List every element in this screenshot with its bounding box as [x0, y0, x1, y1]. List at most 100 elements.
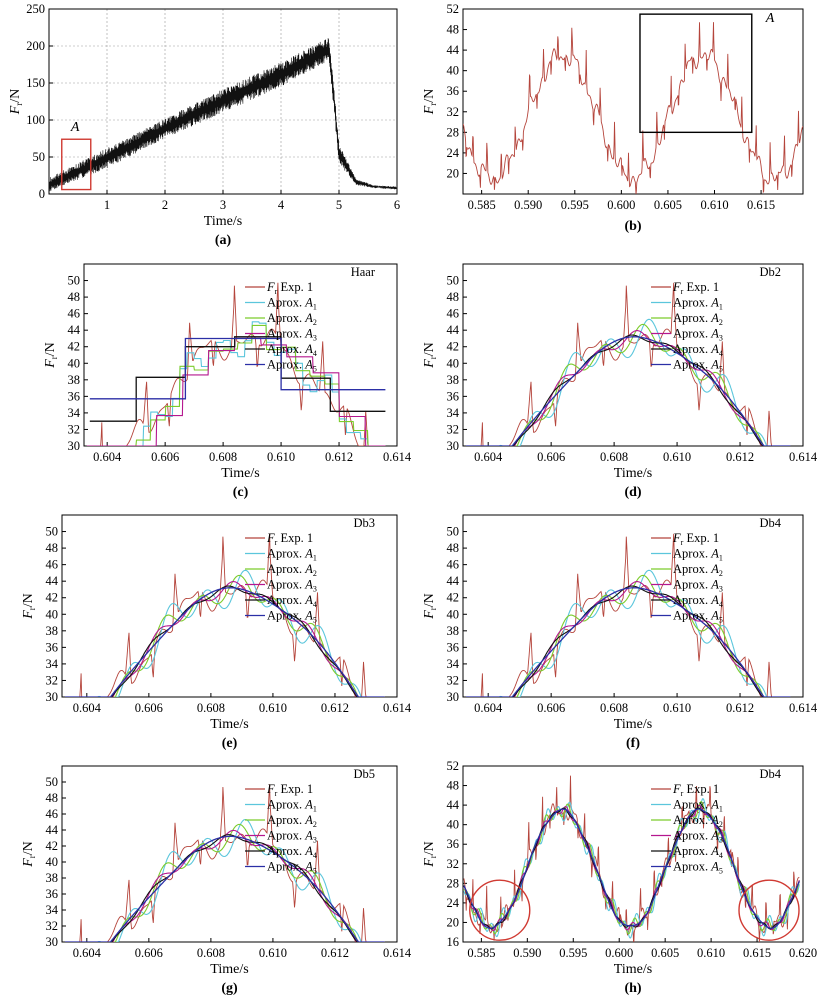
plot-frame: [462, 765, 804, 943]
y-tick-label: 44: [447, 43, 460, 57]
x-tick-label: 0.610: [697, 946, 725, 960]
highlight-circle: [469, 879, 531, 941]
y-tick-label: 30: [447, 690, 460, 704]
y-tick-label: 48: [447, 290, 460, 304]
y-tick-label: 42: [68, 340, 81, 354]
legend-label-A5: Aprox. A5: [267, 609, 317, 625]
series-A1: [466, 318, 791, 446]
y-tick-label: 100: [26, 113, 45, 127]
panel-caption: (g): [221, 981, 238, 996]
x-tick-label: 0.614: [383, 701, 412, 715]
x-tick-label: 0.604: [73, 701, 102, 715]
highlight-box: [639, 13, 753, 134]
y-tick-label: 30: [68, 439, 81, 453]
legend-label-A4: Aprox. A4: [267, 844, 317, 860]
x-tick-label: 0.610: [663, 450, 691, 464]
panel-caption: (a): [215, 233, 232, 248]
y-axis-label: Fr/N: [422, 89, 438, 116]
y-axis-label: Fr/N: [8, 89, 24, 116]
series-A5: [463, 808, 800, 929]
y-axis-label: Fr/N: [21, 593, 37, 620]
x-tick-label: 0.606: [135, 701, 163, 715]
x-tick-label: 0.585: [468, 198, 496, 212]
series-A2: [463, 801, 800, 935]
y-tick-label: 50: [46, 525, 59, 539]
y-tick-label: 44: [447, 323, 460, 337]
y-tick-label: 40: [447, 607, 460, 621]
y-tick-label: 40: [447, 64, 460, 78]
legend-label-A2: Aprox. A2: [267, 813, 317, 829]
series-A4: [466, 585, 791, 697]
series-A4: [89, 336, 386, 422]
legend-label-A5: Aprox. A5: [673, 860, 723, 876]
series-A2: [65, 823, 385, 942]
plot-frame: [462, 263, 804, 447]
series-A5: [466, 587, 791, 697]
y-tick-label: 34: [447, 406, 460, 420]
x-axis-label: Time/s: [221, 466, 259, 481]
y-tick-label: 36: [46, 640, 59, 654]
y-tick-label: 46: [46, 558, 59, 572]
y-tick-label: 36: [447, 640, 460, 654]
legend-label-A1: Aprox. A1: [673, 547, 723, 563]
legend-label-exp: Fr Exp. 1: [672, 531, 719, 547]
y-tick-label: 38: [447, 373, 460, 387]
x-tick-label: 0.615: [747, 198, 775, 212]
x-tick-label: 0.610: [663, 701, 691, 715]
y-tick-label: 32: [447, 857, 460, 871]
series-exp: [65, 784, 385, 942]
series-A3: [463, 804, 800, 932]
series-A2: [65, 574, 385, 697]
y-tick-label: 30: [46, 935, 59, 949]
y-tick-label: 36: [46, 887, 59, 901]
panel-caption: (d): [624, 485, 641, 500]
panel-b: 0.585 0.590 0.595 0.600 0.605 0.610 0.615 20 24 2…: [422, 2, 804, 234]
y-tick-label: 48: [447, 779, 460, 793]
x-tick-label: 0.612: [726, 450, 754, 464]
x-tick-label: 0.615: [743, 946, 771, 960]
x-axis-label: Time/s: [204, 214, 242, 229]
y-tick-label: 32: [447, 105, 460, 119]
y-tick-label: 50: [447, 274, 460, 288]
series-exp: [463, 22, 803, 194]
y-tick-label: 44: [447, 798, 460, 812]
series-A3: [466, 581, 791, 697]
legend-label-A1: Aprox. A1: [267, 547, 317, 563]
x-tick-label: 0.614: [789, 450, 818, 464]
legend-label-exp: Fr Exp. 1: [266, 280, 313, 296]
plot-frame: [83, 263, 398, 447]
x-tick-label: 0.600: [605, 946, 633, 960]
x-tick-label: 0.604: [474, 450, 503, 464]
panel-caption: (h): [624, 981, 641, 996]
y-tick-label: 34: [68, 406, 81, 420]
x-tick-label: 0.612: [726, 701, 754, 715]
series-A1: [65, 569, 385, 697]
x-axis-label: Time/s: [614, 962, 652, 977]
x-tick-label: 0.610: [259, 946, 287, 960]
y-tick-label: 40: [46, 855, 59, 869]
x-tick-label: 0.608: [209, 450, 237, 464]
y-tick-label: 48: [46, 791, 59, 805]
legend-title: Db5: [353, 767, 375, 781]
y-tick-label: 34: [447, 657, 460, 671]
x-axis-label: Time/s: [614, 466, 652, 481]
panel-d: 0.604 0.606 0.608 0.610 0.612 0.614 30 32 34 36 38…: [422, 263, 818, 500]
legend-title: Db3: [353, 516, 375, 530]
panel-f: 0.604 0.606 0.608 0.610 0.612 0.614 30 32 34 36 38…: [422, 514, 818, 751]
legend-label-A2: Aprox. A2: [673, 562, 723, 578]
series-A5: [65, 587, 385, 697]
series-A4: [65, 834, 385, 942]
x-tick-label: 0.606: [135, 946, 163, 960]
y-tick-label: 32: [46, 919, 59, 933]
x-tick-label: 0.608: [600, 701, 628, 715]
legend-label-A4: Aprox. A4: [267, 593, 317, 609]
y-tick-label: 38: [68, 373, 81, 387]
legend-label-A5: Aprox. A5: [673, 358, 723, 374]
x-tick-label: 0.590: [514, 198, 542, 212]
legend-label-A1: Aprox. A1: [267, 798, 317, 814]
x-axis-label: Time/s: [210, 717, 248, 732]
series-A1: [65, 818, 385, 942]
plot-area: [65, 784, 385, 942]
y-tick-label: 50: [447, 525, 460, 539]
legend-label-A3: Aprox. A3: [267, 829, 317, 845]
